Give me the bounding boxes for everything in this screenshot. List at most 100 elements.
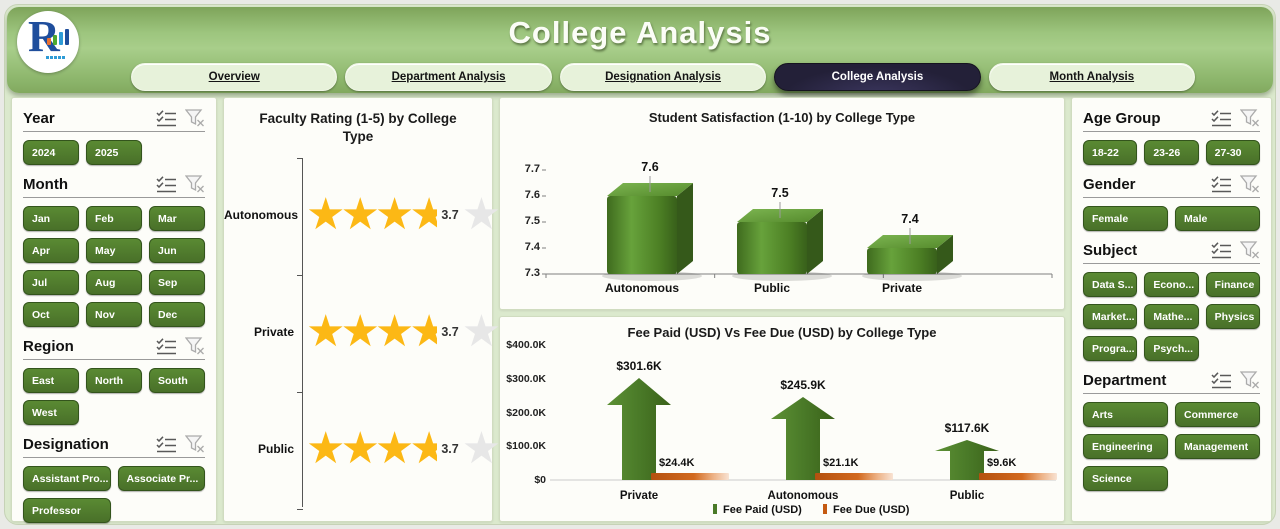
- multiselect-icon[interactable]: [1211, 175, 1232, 193]
- clear-filter-icon[interactable]: [185, 435, 205, 453]
- right-filter-panel: Age Group 18-22 23-26 27-30 Gender Female Male…: [1071, 97, 1272, 522]
- filter-button-mathe[interactable]: Mathe...: [1144, 304, 1199, 329]
- filter-button-arts[interactable]: Arts: [1083, 402, 1168, 427]
- slicer-title: Age Group: [1083, 109, 1161, 127]
- filter-button-aug[interactable]: Aug: [86, 270, 142, 295]
- clear-filter-icon[interactable]: [185, 337, 205, 355]
- slicer-header: Department: [1083, 368, 1260, 392]
- filter-button-north[interactable]: North: [86, 368, 142, 393]
- fee-paid-arrow: [935, 440, 999, 480]
- category-label: Autonomous: [224, 207, 298, 222]
- filter-button-progra[interactable]: Progra...: [1083, 336, 1138, 361]
- multiselect-icon[interactable]: [1211, 371, 1232, 389]
- filter-button-market[interactable]: Market...: [1083, 304, 1138, 329]
- multiselect-icon[interactable]: [156, 175, 177, 193]
- filter-button-econo[interactable]: Econo...: [1144, 272, 1199, 297]
- filter-button-feb[interactable]: Feb: [86, 206, 142, 231]
- slicer-header: Month: [23, 172, 205, 196]
- filter-button-commerce[interactable]: Commerce: [1175, 402, 1260, 427]
- filter-button-18-22[interactable]: 18-22: [1083, 140, 1138, 165]
- tab-college-analysis[interactable]: College Analysis: [774, 63, 981, 91]
- fee-paid-label: $117.6K: [945, 421, 990, 435]
- filter-button-may[interactable]: May: [86, 238, 142, 263]
- filter-button-2024[interactable]: 2024: [23, 140, 79, 165]
- legend-marker-fee-paid: [713, 504, 717, 514]
- filter-button-east[interactable]: East: [23, 368, 79, 393]
- y-axis-label: 7.7: [524, 163, 540, 175]
- filter-button-23-26[interactable]: 23-26: [1144, 140, 1199, 165]
- bar-value-label: 7.6: [641, 160, 658, 174]
- filter-button-engineering[interactable]: Engineering: [1083, 434, 1168, 459]
- multiselect-icon[interactable]: [1211, 241, 1232, 259]
- star-rating: ★★★★3.7★: [306, 309, 501, 354]
- filter-button-data-s[interactable]: Data S...: [1083, 272, 1138, 297]
- filter-button-west[interactable]: West: [23, 400, 79, 425]
- clear-filter-icon[interactable]: [1240, 175, 1260, 193]
- filter-button-sep[interactable]: Sep: [149, 270, 205, 295]
- filter-button-nov[interactable]: Nov: [86, 302, 142, 327]
- bar-side: [677, 183, 693, 274]
- fee-arrows-svg: $301.6K $24.4K Private $245.9K $21.1K Autonom…: [550, 359, 1057, 516]
- axis-tick: [297, 158, 303, 159]
- filter-button-jul[interactable]: Jul: [23, 270, 79, 295]
- category-label: Private: [620, 490, 658, 502]
- legend-label-fee-due: Fee Due (USD): [833, 504, 910, 516]
- left-filter-panel: Year 2024 2025 Month Jan Feb Mar Apr May Jun Jul Au…: [11, 97, 217, 523]
- filter-button-professor[interactable]: Professor: [23, 498, 111, 523]
- slicer-age-group: Age Group 18-22 23-26 27-30: [1083, 106, 1260, 165]
- clear-filter-icon[interactable]: [185, 175, 205, 193]
- clear-filter-icon[interactable]: [1240, 371, 1260, 389]
- y-axis-label: $400.0K: [506, 339, 546, 351]
- filter-button-female[interactable]: Female: [1083, 206, 1168, 231]
- tab-designation-analysis[interactable]: Designation Analysis: [559, 63, 767, 91]
- filter-button-finance[interactable]: Finance: [1205, 272, 1260, 297]
- slicer-divider: [1083, 393, 1260, 394]
- tab-department-analysis[interactable]: Department Analysis: [345, 63, 552, 91]
- multiselect-icon[interactable]: [156, 337, 177, 355]
- filter-button-south[interactable]: South: [149, 368, 205, 393]
- clear-filter-icon[interactable]: [1240, 241, 1260, 259]
- star-rating: ★★★★3.7★: [306, 192, 501, 237]
- fee-due-bar: [815, 473, 893, 480]
- multiselect-icon[interactable]: [1211, 109, 1232, 127]
- fee-due-label: $24.4K: [659, 457, 695, 469]
- slicer-button-grid: East North South West: [23, 368, 205, 425]
- filter-button-physics[interactable]: Physics: [1205, 304, 1260, 329]
- slicer-divider: [23, 457, 205, 458]
- y-axis-label: $0: [534, 474, 546, 486]
- multiselect-icon[interactable]: [156, 435, 177, 453]
- fee-chart-panel: Fee Paid (USD) Vs Fee Due (USD) by Colle…: [499, 316, 1065, 522]
- filter-button-science[interactable]: Science: [1083, 466, 1168, 491]
- filter-button-2025[interactable]: 2025: [86, 140, 142, 165]
- tab-month-analysis[interactable]: Month Analysis: [988, 63, 1196, 91]
- filter-button-associate-pr[interactable]: Associate Pr...: [117, 466, 205, 491]
- bar-value-label: 7.4: [901, 212, 918, 226]
- filter-button-mar[interactable]: Mar: [149, 206, 205, 231]
- tab-overview[interactable]: Overview: [131, 63, 338, 91]
- filter-button-jun[interactable]: Jun: [149, 238, 205, 263]
- filter-button-assistant-pro[interactable]: Assistant Pro...: [23, 466, 111, 491]
- axis-tick: [297, 392, 303, 393]
- filter-button-psych[interactable]: Psych...: [1144, 336, 1199, 361]
- empty-star-icon: ★: [461, 423, 502, 473]
- slicer-divider: [1083, 197, 1260, 198]
- filter-button-dec[interactable]: Dec: [149, 302, 205, 327]
- multiselect-icon[interactable]: [156, 109, 177, 127]
- clear-filter-icon[interactable]: [1240, 109, 1260, 127]
- slicer-button-grid: 18-22 23-26 27-30: [1083, 140, 1260, 165]
- filter-button-27-30[interactable]: 27-30: [1205, 140, 1260, 165]
- filter-button-apr[interactable]: Apr: [23, 238, 79, 263]
- filter-button-management[interactable]: Management: [1175, 434, 1260, 459]
- y-axis-label: $100.0K: [506, 440, 546, 453]
- filter-button-male[interactable]: Male: [1175, 206, 1260, 231]
- y-axis-label: 7.4: [524, 241, 540, 253]
- student-satisfaction-chart-panel: Student Satisfaction (1-10) by College T…: [499, 97, 1065, 310]
- slicer-divider: [23, 131, 205, 132]
- slicer-month: Month Jan Feb Mar Apr May Jun Jul Aug Sep Oct Nov De…: [23, 172, 205, 327]
- filter-button-jan[interactable]: Jan: [23, 206, 79, 231]
- chart-title: Student Satisfaction (1-10) by College T…: [648, 110, 916, 125]
- legend-label-fee-paid: Fee Paid (USD): [723, 504, 802, 516]
- slicer-header: Age Group: [1083, 106, 1260, 130]
- clear-filter-icon[interactable]: [185, 109, 205, 127]
- filter-button-oct[interactable]: Oct: [23, 302, 79, 327]
